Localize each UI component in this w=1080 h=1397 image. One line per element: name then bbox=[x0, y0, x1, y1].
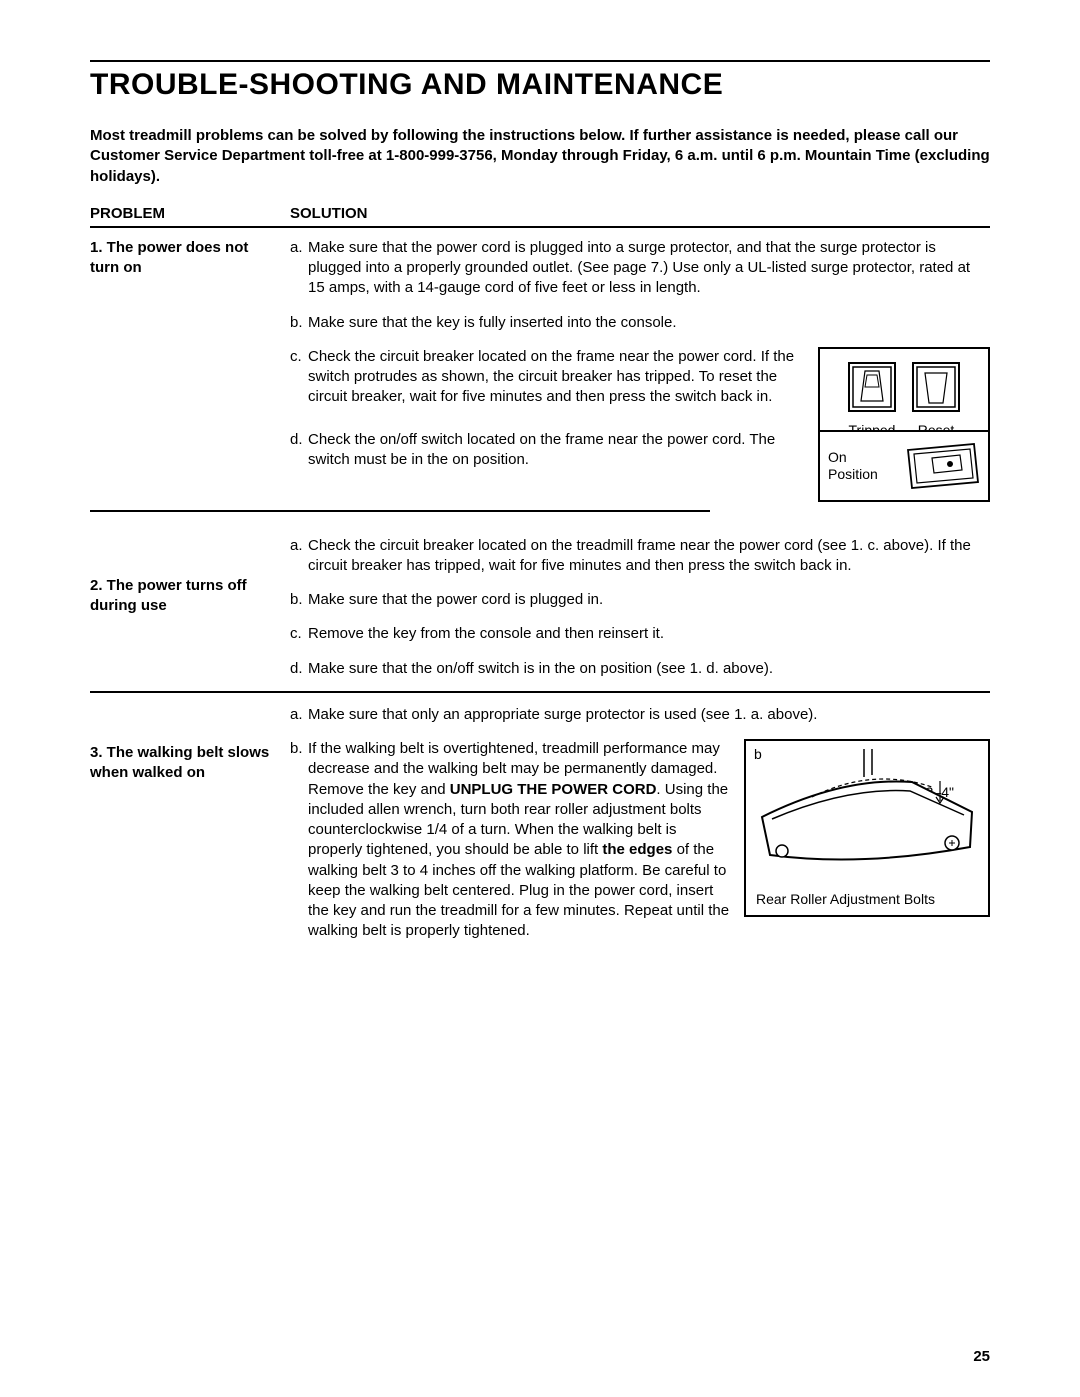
solution-2c-text: Remove the key from the console and then… bbox=[308, 624, 990, 644]
sol3b-bold2: the edges bbox=[602, 841, 672, 858]
column-headers: PROBLEM SOLUTION bbox=[90, 205, 990, 228]
solution-1d-text: Check the on/off switch located on the f… bbox=[308, 430, 808, 471]
section-rule-2 bbox=[90, 691, 990, 693]
solution-1c-text: Check the circuit breaker located on the… bbox=[308, 347, 808, 408]
solution-3b-text: b 3–4" bbox=[308, 739, 990, 942]
breaker-reset: Reset bbox=[909, 357, 963, 440]
letter-d2: d. bbox=[290, 659, 308, 679]
solution-2d-text: Make sure that the on/off switch is in t… bbox=[308, 659, 990, 679]
letter-c2: c. bbox=[290, 624, 308, 644]
problem-2-solutions: a. Check the circuit breaker located on … bbox=[290, 536, 990, 685]
letter-a3: a. bbox=[290, 705, 308, 725]
letter-b2: b. bbox=[290, 590, 308, 610]
letter-d: d. bbox=[290, 430, 308, 471]
header-solution: SOLUTION bbox=[290, 205, 990, 222]
on-position-label: On Position bbox=[828, 449, 878, 483]
header-problem: PROBLEM bbox=[90, 205, 290, 222]
letter-c: c. bbox=[290, 347, 308, 408]
fig-caption: Rear Roller Adjustment Bolts bbox=[756, 890, 935, 909]
solution-2b-text: Make sure that the power cord is plugged… bbox=[308, 590, 990, 610]
figure-on-switch: On Position bbox=[818, 430, 990, 502]
solution-1a: a. Make sure that the power cord is plug… bbox=[290, 238, 990, 299]
page-number: 25 bbox=[973, 1348, 990, 1365]
reset-icon bbox=[909, 357, 963, 417]
solution-1a-text: Make sure that the power cord is plugged… bbox=[308, 238, 990, 299]
problem-section-3: 3. The walking belt slows when walked on… bbox=[90, 705, 990, 956]
page-title: TROUBLE-SHOOTING AND MAINTENANCE bbox=[90, 68, 990, 102]
manual-page: TROUBLE-SHOOTING AND MAINTENANCE Most tr… bbox=[0, 0, 1080, 1397]
figure-treadmill: b 3–4" bbox=[744, 739, 990, 917]
tripped-icon bbox=[845, 357, 899, 417]
breaker-tripped: Tripped bbox=[845, 357, 899, 440]
solution-2a-text: Check the circuit breaker located on the… bbox=[308, 536, 990, 577]
solution-1c-row: c. Check the circuit breaker located on … bbox=[290, 347, 990, 408]
problem-1-label: 1. The power does not turn on bbox=[90, 238, 290, 522]
treadmill-icon bbox=[752, 747, 984, 877]
on-switch-icon bbox=[902, 440, 980, 492]
problem-3-label: 3. The walking belt slows when walked on bbox=[90, 705, 290, 956]
solution-1b: b. Make sure that the key is fully inser… bbox=[290, 313, 990, 333]
problem-section-2: 2. The power turns off during use a. Che… bbox=[90, 536, 990, 685]
top-rule bbox=[90, 60, 990, 62]
solution-1d-row: d. Check the on/off switch located on th… bbox=[290, 430, 990, 522]
problem-section-1: 1. The power does not turn on a. Make su… bbox=[90, 238, 990, 522]
solution-2c: c. Remove the key from the console and t… bbox=[290, 624, 990, 644]
problem-3-solutions: a. Make sure that only an appropriate su… bbox=[290, 705, 990, 956]
letter-b: b. bbox=[290, 313, 308, 333]
solution-3b: b. b 3–4" bbox=[290, 739, 990, 942]
letter-a: a. bbox=[290, 238, 308, 299]
solution-3a-text: Make sure that only an appropriate surge… bbox=[308, 705, 990, 725]
intro-paragraph: Most treadmill problems can be solved by… bbox=[90, 126, 990, 187]
solution-2d: d. Make sure that the on/off switch is i… bbox=[290, 659, 990, 679]
problem-1-solutions: a. Make sure that the power cord is plug… bbox=[290, 238, 990, 522]
solution-3a: a. Make sure that only an appropriate su… bbox=[290, 705, 990, 725]
letter-a2: a. bbox=[290, 536, 308, 577]
solution-1b-text: Make sure that the key is fully inserted… bbox=[308, 313, 990, 333]
solution-2a: a. Check the circuit breaker located on … bbox=[290, 536, 990, 577]
sol3b-bold1: UNPLUG THE POWER CORD bbox=[450, 781, 657, 798]
solution-2b: b. Make sure that the power cord is plug… bbox=[290, 590, 990, 610]
problem-2-label: 2. The power turns off during use bbox=[90, 536, 290, 685]
letter-b3: b. bbox=[290, 739, 308, 942]
partial-rule-1 bbox=[90, 510, 710, 512]
